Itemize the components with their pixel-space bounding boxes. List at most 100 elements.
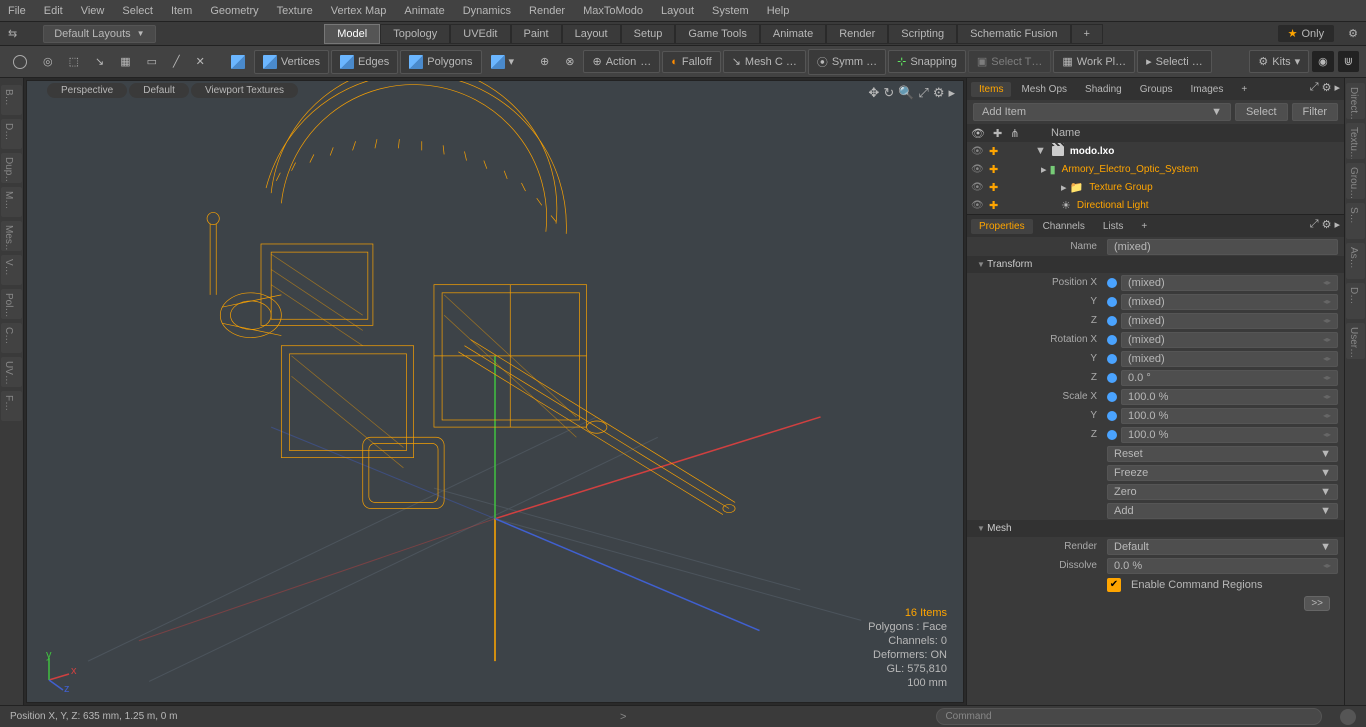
rt-2[interactable]: Grou… bbox=[1346, 163, 1365, 199]
ptab-plus[interactable]: + bbox=[1133, 219, 1155, 234]
lt-4[interactable]: Mes… bbox=[1, 221, 22, 251]
pp-menu-icon[interactable]: ▸ bbox=[1334, 218, 1340, 231]
lt-6[interactable]: Pol… bbox=[1, 289, 22, 319]
select-through[interactable]: ▣ Select T… bbox=[968, 50, 1052, 73]
lt-0[interactable]: B… bbox=[1, 85, 22, 115]
position-x[interactable]: (mixed)◂▸ bbox=[1121, 275, 1338, 291]
falloff[interactable]: ◐ Falloff bbox=[662, 51, 720, 73]
prim-line[interactable]: ╱ bbox=[166, 50, 187, 73]
reset-dd[interactable]: Reset▼ bbox=[1107, 446, 1338, 462]
filter-btn[interactable]: Filter bbox=[1292, 103, 1338, 121]
select-btn[interactable]: Select bbox=[1235, 103, 1288, 121]
tab-render[interactable]: Render bbox=[826, 24, 888, 44]
lt-1[interactable]: D… bbox=[1, 119, 22, 149]
menu-vertexmap[interactable]: Vertex Map bbox=[331, 5, 387, 17]
position-z[interactable]: (mixed)◂▸ bbox=[1121, 313, 1338, 329]
pp-max-icon[interactable]: ⤢ bbox=[1310, 218, 1319, 231]
freeze-dd[interactable]: Freeze▼ bbox=[1107, 465, 1338, 481]
pp-gear-icon[interactable]: ⚙ bbox=[1322, 218, 1332, 231]
tab-gametools[interactable]: Game Tools bbox=[675, 24, 760, 44]
prim-select[interactable]: ⬚ bbox=[62, 50, 86, 73]
gear-icon[interactable]: ⚙ bbox=[1348, 27, 1358, 40]
menu-texture[interactable]: Texture bbox=[277, 5, 313, 17]
selection-sets[interactable]: ▸ Selecti … bbox=[1137, 50, 1212, 73]
record-icon[interactable] bbox=[1340, 709, 1356, 725]
menu-help[interactable]: Help bbox=[767, 5, 790, 17]
lt-9[interactable]: F… bbox=[1, 391, 22, 421]
menu-animate[interactable]: Animate bbox=[404, 5, 444, 17]
layout-dropdown[interactable]: Default Layouts▼ bbox=[43, 25, 155, 43]
menu-item[interactable]: Item bbox=[171, 5, 192, 17]
menu-maxtomodo[interactable]: MaxToModo bbox=[583, 5, 643, 17]
lt-7[interactable]: C… bbox=[1, 323, 22, 353]
tree-row-1[interactable]: 👁✚ ▸ 📁 Texture Group bbox=[967, 178, 1344, 196]
add-dd[interactable]: Add▼ bbox=[1107, 503, 1338, 519]
axis-gizmo[interactable]: x y z bbox=[37, 652, 77, 692]
tab-paint[interactable]: Paint bbox=[511, 24, 562, 44]
mesh-constraint[interactable]: ↘ Mesh C … bbox=[723, 50, 806, 73]
menu-select[interactable]: Select bbox=[122, 5, 153, 17]
prim-arrow[interactable]: ↘ bbox=[88, 50, 111, 73]
transform-header[interactable]: Transform bbox=[967, 256, 1344, 273]
rt-1[interactable]: Textu… bbox=[1346, 123, 1365, 159]
menu-render[interactable]: Render bbox=[529, 5, 565, 17]
ptab-properties[interactable]: Properties bbox=[971, 219, 1033, 234]
rtab-shading[interactable]: Shading bbox=[1077, 82, 1130, 97]
viewport[interactable]: Perspective Default Viewport Textures ✥ … bbox=[26, 80, 964, 703]
menu-view[interactable]: View bbox=[81, 5, 105, 17]
cube-dd[interactable]: ▾ bbox=[484, 50, 522, 74]
prim-rect[interactable]: ▭ bbox=[140, 50, 164, 73]
tab-setup[interactable]: Setup bbox=[621, 24, 676, 44]
tree-row-2[interactable]: 👁✚ ☀ Directional Light bbox=[967, 196, 1344, 214]
engine-1[interactable]: ◉ bbox=[1311, 50, 1335, 73]
zero-dd[interactable]: Zero▼ bbox=[1107, 484, 1338, 500]
ptab-channels[interactable]: Channels bbox=[1035, 219, 1093, 234]
eye-col-icon[interactable]: 👁 bbox=[971, 127, 985, 140]
tab-layout[interactable]: Layout bbox=[562, 24, 621, 44]
add-item-dd[interactable]: Add Item▼ bbox=[973, 103, 1231, 121]
polygons-mode[interactable]: Polygons bbox=[400, 50, 481, 74]
render-dd[interactable]: Default▼ bbox=[1107, 539, 1338, 555]
dissolve-field[interactable]: 0.0 %◂▸ bbox=[1107, 558, 1338, 574]
tab-scripting[interactable]: Scripting bbox=[888, 24, 957, 44]
tree-row-0[interactable]: 👁✚ ▸ ▮ Armory_Electro_Optic_System bbox=[967, 160, 1344, 178]
rtab-meshops[interactable]: Mesh Ops bbox=[1013, 82, 1075, 97]
rotation-x[interactable]: (mixed)◂▸ bbox=[1121, 332, 1338, 348]
snapping[interactable]: ⊹ Snapping bbox=[888, 50, 966, 73]
work-plane[interactable]: ▦ Work Pl… bbox=[1053, 50, 1135, 73]
rotation-z[interactable]: 0.0 °◂▸ bbox=[1121, 370, 1338, 386]
plus-col-icon[interactable]: ✚ bbox=[993, 127, 1002, 140]
menu-system[interactable]: System bbox=[712, 5, 749, 17]
prim-target[interactable]: ◎ bbox=[36, 50, 60, 73]
tab-schematic[interactable]: Schematic Fusion bbox=[957, 24, 1070, 44]
rtab-images[interactable]: Images bbox=[1183, 82, 1232, 97]
scale-x[interactable]: 100.0 %◂▸ bbox=[1121, 389, 1338, 405]
panel-gear-icon[interactable]: ⚙ bbox=[1322, 81, 1332, 94]
action-center[interactable]: ⊕ Action … bbox=[583, 50, 660, 73]
scale-z[interactable]: 100.0 %◂▸ bbox=[1121, 427, 1338, 443]
only-button[interactable]: ★Only bbox=[1278, 25, 1335, 42]
t1[interactable]: ⊕ bbox=[533, 50, 556, 73]
rotation-y[interactable]: (mixed)◂▸ bbox=[1121, 351, 1338, 367]
tab-animate[interactable]: Animate bbox=[760, 24, 826, 44]
t2[interactable]: ⊗ bbox=[558, 50, 581, 73]
position-y[interactable]: (mixed)◂▸ bbox=[1121, 294, 1338, 310]
edges-mode[interactable]: Edges bbox=[331, 50, 398, 74]
lt-5[interactable]: V… bbox=[1, 255, 22, 285]
prim-circle[interactable] bbox=[6, 50, 34, 74]
rt-0[interactable]: Direct… bbox=[1346, 83, 1365, 119]
kits[interactable]: ⚙ Kits ▾ bbox=[1249, 50, 1309, 73]
rtab-plus[interactable]: + bbox=[1233, 82, 1255, 97]
expand-button[interactable]: >> bbox=[1304, 596, 1330, 611]
lt-8[interactable]: UV… bbox=[1, 357, 22, 387]
mesh-1[interactable] bbox=[224, 50, 252, 74]
rt-4[interactable]: As… bbox=[1346, 243, 1365, 279]
ecr-checkbox[interactable]: ✔ bbox=[1107, 578, 1121, 592]
rtab-groups[interactable]: Groups bbox=[1132, 82, 1181, 97]
rtab-items[interactable]: Items bbox=[971, 82, 1011, 97]
lt-3[interactable]: M… bbox=[1, 187, 22, 217]
rt-5[interactable]: D… bbox=[1346, 283, 1365, 319]
ptab-lists[interactable]: Lists bbox=[1095, 219, 1132, 234]
arrow-icon[interactable]: ⇆ bbox=[8, 27, 17, 40]
engine-unreal[interactable]: ⋓ bbox=[1337, 50, 1360, 73]
